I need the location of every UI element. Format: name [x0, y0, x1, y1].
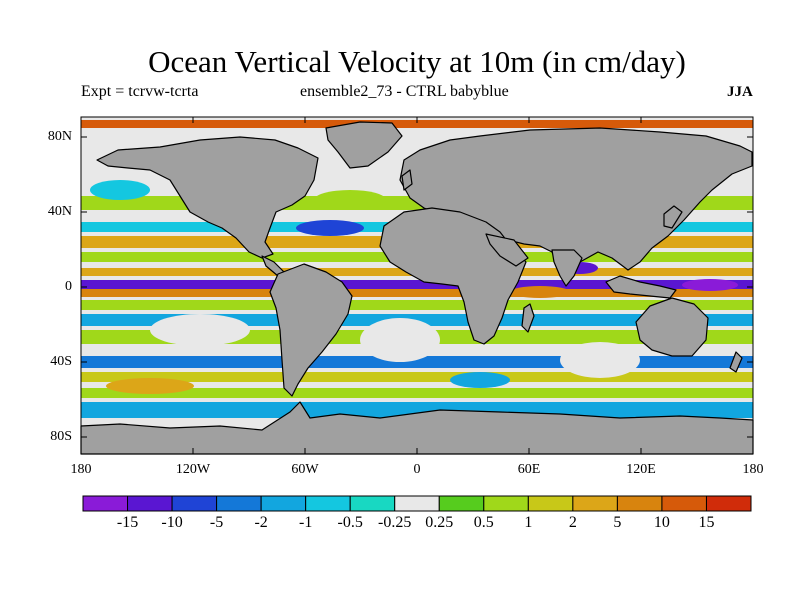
colorbar-label: -0.25 [378, 514, 412, 531]
lon-tick-label-120w: 120W [175, 462, 211, 477]
lon-tick-label-120e: 120E [626, 462, 656, 477]
land-south-america [269, 263, 353, 397]
land-australia [635, 297, 709, 357]
colorbar-label: -0.5 [337, 514, 363, 531]
colorbar-swatch-8 [438, 495, 485, 512]
lon-tick-label-60e: 60E [517, 462, 541, 477]
lon-tick-label-180w: 180 [70, 462, 92, 477]
colorbar-label: -15 [116, 514, 139, 531]
patch-sind-neutral [560, 342, 640, 378]
patch-npac-west [90, 180, 150, 200]
colorbar-swatch-11 [572, 495, 618, 512]
lat-tick-label-0: 0 [65, 279, 72, 294]
colorbar-label: 5 [613, 514, 622, 531]
land-india [551, 249, 583, 287]
colorbar-label: -10 [161, 514, 183, 531]
colorbar-swatch-9 [483, 495, 529, 512]
land-indonesia [605, 275, 677, 299]
colorbar-swatch-7 [394, 495, 440, 512]
land-greenland [325, 121, 403, 169]
colorbar-swatch-3 [216, 495, 262, 512]
patch-natl-blue [296, 220, 364, 236]
colorbar-label: -5 [209, 514, 224, 531]
band-antarctic-margin [81, 402, 753, 418]
colorbar [82, 495, 752, 512]
lat-tick-label-40s: 40S [50, 354, 72, 369]
colorbar-swatch-13 [661, 495, 707, 512]
colorbar-label: -1 [298, 514, 313, 531]
colorbar-swatch-12 [616, 495, 663, 512]
colorbar-label: 1 [524, 514, 533, 531]
colorbar-label: 2 [568, 514, 577, 531]
patch-southern-pac [106, 378, 194, 394]
season-label: JJA [727, 84, 753, 100]
colorbar-swatch-5 [305, 495, 351, 512]
experiment-label: Expt = tcrvw-tcrta [81, 83, 199, 100]
land-masses [80, 121, 754, 455]
patch-satl-neutral [360, 318, 440, 362]
lon-tick-label-60w: 60W [291, 462, 319, 477]
land-uk [401, 169, 413, 191]
land-antarctica [80, 401, 754, 455]
colorbar-label: 0.25 [425, 514, 454, 531]
band-equator-upwelling [81, 280, 753, 289]
band-tropic-south [81, 300, 753, 310]
land-arabia [485, 233, 529, 267]
colorbar-swatch-10 [527, 495, 574, 512]
ensemble-label: ensemble2_73 - CTRL babyblue [300, 83, 509, 100]
colorbar-swatch-14 [705, 495, 752, 512]
colorbar-swatch-6 [349, 495, 396, 512]
land-madagascar [521, 303, 535, 333]
patch-spac-neutral [150, 314, 250, 346]
map-ticks [80, 117, 754, 454]
patch-indian-ocean [510, 286, 570, 298]
band-south-subtropic [81, 314, 753, 326]
colorbar-label: 0.5 [473, 514, 494, 531]
colorbar-swatch-0 [82, 495, 129, 512]
colorbar-swatch-4 [260, 495, 307, 512]
map-title: Ocean Vertical Velocity at 10m (in cm/da… [148, 44, 686, 79]
colorbar-swatch-1 [127, 495, 173, 512]
land-north-america [96, 136, 319, 259]
colorbar-swatch-2 [171, 495, 218, 512]
band-equator-south [81, 289, 753, 297]
lon-tick-label-0: 0 [413, 462, 421, 477]
band-arctic [81, 120, 753, 128]
land-japan [663, 205, 683, 229]
map-panel [80, 116, 754, 455]
patch-southern-ind [450, 372, 510, 388]
lon-tick-label-180e: 180 [742, 462, 764, 477]
land-new-zealand [729, 351, 743, 373]
band-southern-ocean-3 [81, 388, 753, 398]
colorbar-label: 15 [698, 514, 715, 531]
patch-wpac-equator [682, 279, 738, 291]
lat-tick-label-80n: 80N [47, 129, 72, 144]
patch-natl [314, 190, 386, 210]
lat-tick-label-40n: 40N [47, 204, 72, 219]
band-southern-ocean-2 [81, 372, 753, 382]
colorbar-label: 10 [653, 514, 670, 531]
lat-tick-label-80s: 80S [50, 429, 72, 444]
colorbar-label: -2 [254, 514, 268, 531]
